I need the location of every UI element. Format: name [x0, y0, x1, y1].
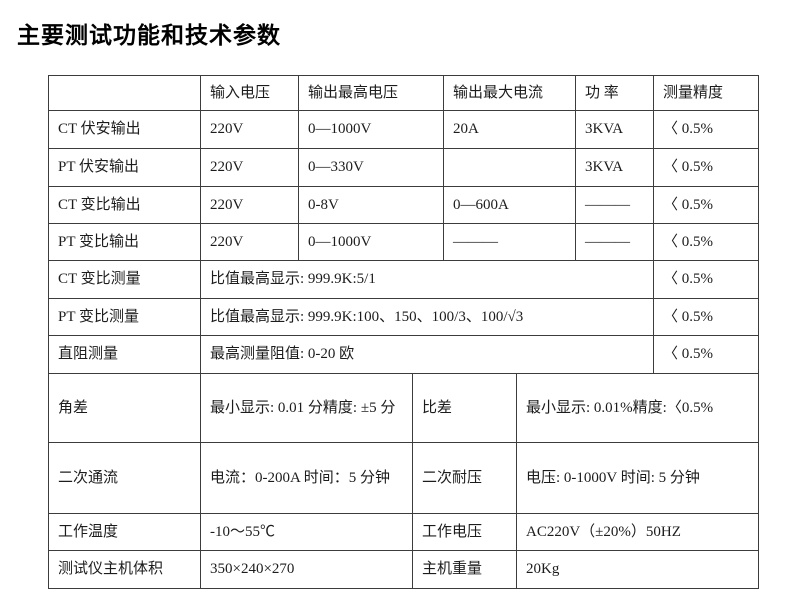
header-accuracy: 测量精度 — [653, 75, 760, 111]
cell-accuracy: 〈 0.5% — [653, 335, 760, 374]
row-label: 测试仪主机体积 — [48, 550, 201, 589]
row-label-secondary: 二次耐压 — [411, 442, 518, 514]
table-row: 测试仪主机体积 350×240×270 主机重量 20Kg — [48, 550, 760, 589]
row-label: CT 变比测量 — [48, 260, 201, 299]
cell-accuracy: 〈 0.5% — [653, 186, 760, 224]
cell-input-voltage: 220V — [200, 223, 299, 261]
header-max-output-voltage: 输出最高电压 — [297, 75, 445, 111]
table-header-row: 输入电压 输出最高电压 输出最大电流 功 率 测量精度 — [48, 75, 760, 111]
cell-value: -10～55℃ — [200, 513, 413, 551]
row-label: PT 变比输出 — [48, 223, 201, 261]
row-label-secondary: 主机重量 — [411, 550, 518, 589]
table-row: PT 变比测量 比值最高显示: 999.9K:100、150、100/3、100… — [48, 298, 760, 336]
table-row: PT 伏安输出 220V 0—330V 3KVA 〈 0.5% — [48, 148, 760, 187]
row-label: 直阻测量 — [48, 335, 201, 374]
cell-power: ——— — [575, 223, 655, 261]
table-row: 工作温度 -10～55℃ 工作电压 AC220V（±20%）50HZ — [48, 513, 760, 551]
cell-input-voltage: 220V — [200, 148, 299, 187]
table-row: 二次通流 电流：0-200A 时间：5 分钟 二次耐压 电压: 0-1000V … — [48, 442, 760, 514]
cell-max-voltage: 0—1000V — [297, 223, 445, 261]
cell-input-voltage: 220V — [200, 110, 299, 149]
cell-value: 最高测量阻值: 0-20 欧 — [199, 335, 655, 374]
cell-max-voltage: 0-8V — [297, 186, 445, 224]
row-label: 二次通流 — [48, 442, 201, 514]
header-input-voltage: 输入电压 — [200, 75, 299, 111]
cell-value: 比值最高显示: 999.9K:100、150、100/3、100/√3 — [199, 298, 655, 336]
cell-power: 3KVA — [575, 148, 655, 187]
header-power: 功 率 — [575, 75, 655, 111]
cell-max-current: 0—600A — [443, 186, 577, 224]
cell-accuracy: 〈 0.5% — [653, 223, 760, 261]
table-row: CT 伏安输出 220V 0—1000V 20A 3KVA 〈 0.5% — [48, 110, 760, 149]
cell-max-voltage: 0—330V — [297, 148, 445, 187]
cell-value-secondary: 电压: 0-1000V 时间: 5 分钟 — [516, 442, 760, 514]
cell-accuracy: 〈 0.5% — [653, 260, 760, 299]
cell-value-secondary: AC220V（±20%）50HZ — [516, 513, 760, 551]
header-corner-cell — [48, 75, 201, 111]
table-row: 直阻测量 最高测量阻值: 0-20 欧 〈 0.5% — [48, 335, 760, 374]
row-label: 角差 — [48, 373, 201, 443]
row-label-secondary: 比差 — [411, 373, 518, 443]
cell-input-voltage: 220V — [200, 186, 299, 224]
cell-accuracy: 〈 0.5% — [653, 110, 760, 149]
table-row: CT 变比输出 220V 0-8V 0—600A ——— 〈 0.5% — [48, 186, 760, 224]
cell-value-secondary: 20Kg — [516, 550, 760, 589]
cell-max-current: 20A — [443, 110, 577, 149]
cell-accuracy: 〈 0.5% — [653, 148, 760, 187]
cell-value: 电流：0-200A 时间：5 分钟 — [200, 442, 413, 514]
header-max-output-current: 输出最大电流 — [443, 75, 577, 111]
spec-table: 输入电压 输出最高电压 输出最大电流 功 率 测量精度 CT 伏安输出 220V… — [48, 75, 760, 589]
page-title: 主要测试功能和技术参数 — [17, 23, 281, 48]
cell-power: 3KVA — [575, 110, 655, 149]
cell-value-secondary: 最小显示: 0.01%精度:〈0.5% — [516, 373, 760, 443]
cell-value: 最小显示: 0.01 分精度: ±5 分 — [200, 373, 413, 443]
cell-value: 350×240×270 — [200, 550, 413, 589]
cell-accuracy: 〈 0.5% — [653, 298, 760, 336]
row-label: PT 伏安输出 — [48, 148, 201, 187]
row-label: PT 变比测量 — [48, 298, 201, 336]
row-label: 工作温度 — [48, 513, 201, 551]
cell-max-voltage: 0—1000V — [297, 110, 445, 149]
row-label: CT 变比输出 — [48, 186, 201, 224]
row-label-secondary: 工作电压 — [411, 513, 518, 551]
cell-value: 比值最高显示: 999.9K:5/1 — [199, 260, 655, 299]
cell-max-current: ——— — [443, 223, 577, 261]
table-row: CT 变比测量 比值最高显示: 999.9K:5/1 〈 0.5% — [48, 260, 760, 299]
row-label: CT 伏安输出 — [48, 110, 201, 149]
cell-max-current — [443, 148, 577, 187]
table-row: 角差 最小显示: 0.01 分精度: ±5 分 比差 最小显示: 0.01%精度… — [48, 373, 760, 443]
table-row: PT 变比输出 220V 0—1000V ——— ——— 〈 0.5% — [48, 223, 760, 261]
cell-power: ——— — [575, 186, 655, 224]
